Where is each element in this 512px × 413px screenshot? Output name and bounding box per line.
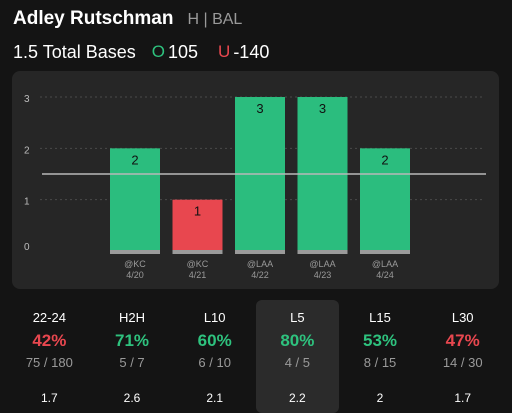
stat-tab-l30[interactable]: L30 47% 14 / 30 1.7	[421, 300, 504, 413]
stat-average: 2.6	[123, 391, 141, 405]
bar-base	[172, 250, 223, 254]
stat-average: 1.7	[454, 391, 472, 405]
bar-value-label: 3	[256, 101, 263, 116]
stat-fraction: 6 / 10	[198, 355, 231, 370]
stat-label: L10	[203, 310, 226, 325]
stat-fraction: 8 / 15	[363, 355, 397, 370]
stat-label: L30	[451, 310, 474, 325]
stat-average: 1.7	[40, 391, 58, 405]
y-tick-label: 0	[24, 242, 30, 253]
bar	[360, 148, 410, 251]
bar-value-label: 2	[381, 152, 388, 167]
x-tick-date: 4/21	[189, 270, 207, 280]
stat-percentage: 80%	[280, 331, 315, 350]
stat-average: 2.1	[206, 391, 224, 405]
y-tick-label: 2	[24, 145, 30, 156]
stat-fraction: 4 / 5	[284, 355, 310, 370]
bar-base	[297, 250, 348, 254]
bar-value-label: 1	[194, 204, 201, 219]
under-odds-button[interactable]: U -140	[218, 42, 269, 63]
bar-base	[110, 250, 160, 254]
under-icon: U	[218, 42, 231, 61]
player-name: Adley Rutschman	[13, 8, 174, 29]
stat-percentage: 71%	[114, 331, 150, 350]
x-tick-date: 4/22	[251, 270, 269, 280]
x-tick-date: 4/20	[126, 270, 144, 280]
bar-value-label: 3	[319, 101, 326, 116]
bar-base	[360, 250, 410, 254]
under-odds-value: -140	[233, 41, 270, 62]
y-tick-label: 1	[24, 197, 30, 208]
stat-label: L15	[369, 310, 391, 325]
bar-value-label: 2	[131, 152, 138, 167]
prop-header: Adley Rutschman H | BAL 1.5 Total Bases …	[13, 8, 503, 66]
x-tick-opponent: @LAA	[309, 259, 335, 269]
stat-fraction: 14 / 30	[442, 355, 483, 370]
bar-base	[235, 250, 285, 254]
stat-percentage: 60%	[197, 331, 232, 350]
stat-label: 22-24	[32, 310, 66, 325]
stat-fraction: 5 / 7	[119, 355, 145, 370]
title-row: Adley Rutschman H | BAL	[13, 8, 503, 34]
x-tick-opponent: @KC	[124, 259, 146, 269]
stat-tab-l5[interactable]: L5 80% 4 / 5 2.2	[256, 300, 339, 413]
stat-tab-l10[interactable]: L10 60% 6 / 10 2.1	[173, 300, 256, 413]
x-tick-opponent: @LAA	[372, 259, 398, 269]
stat-fraction: 75 / 180	[25, 355, 73, 370]
stat-average: 2.2	[289, 391, 306, 405]
x-tick-opponent: @LAA	[247, 259, 273, 269]
prop-line-row: 1.5 Total Bases O 105 U -140	[13, 38, 503, 66]
prop-label: 1.5 Total Bases	[13, 41, 136, 62]
bar	[172, 199, 223, 251]
over-odds-value: 105	[167, 41, 199, 62]
hit-rate-stats: 22-24 42% 75 / 180 1.7 H2H 71% 5 / 7 2.6 L10 60% 6…	[8, 300, 504, 413]
x-tick-date: 4/24	[376, 270, 394, 280]
x-tick-date: 4/23	[314, 270, 332, 280]
team-info: H | BAL	[187, 11, 243, 28]
stat-label: H2H	[119, 310, 146, 325]
over-odds-button[interactable]: O 105	[152, 42, 198, 63]
stat-percentage: 47%	[445, 331, 480, 350]
x-tick-opponent: @KC	[187, 259, 209, 269]
y-tick-label: 3	[24, 94, 30, 105]
over-icon: O	[151, 42, 165, 61]
stat-tab-l15[interactable]: L15 53% 8 / 15 2	[339, 300, 422, 413]
stat-average: 2	[376, 391, 384, 405]
chart-svg: 01232@KC4/201@KC4/213@LAA4/223@LAA4/232@…	[24, 94, 486, 280]
bar	[110, 148, 160, 251]
stat-percentage: 42%	[32, 331, 67, 350]
stat-tab-h2h[interactable]: H2H 71% 5 / 7 2.6	[91, 300, 174, 413]
game-log-chart: 0 1 2 3 2 @KC 4/20 1 @KC 4/21 3 @LAA 4/22 3 @LAA 4/23 2 @…	[12, 71, 499, 289]
stat-tab-22-24[interactable]: 22-24 42% 75 / 180 1.7	[8, 300, 91, 413]
stat-label: L5	[290, 310, 305, 325]
stat-percentage: 53%	[363, 331, 398, 350]
